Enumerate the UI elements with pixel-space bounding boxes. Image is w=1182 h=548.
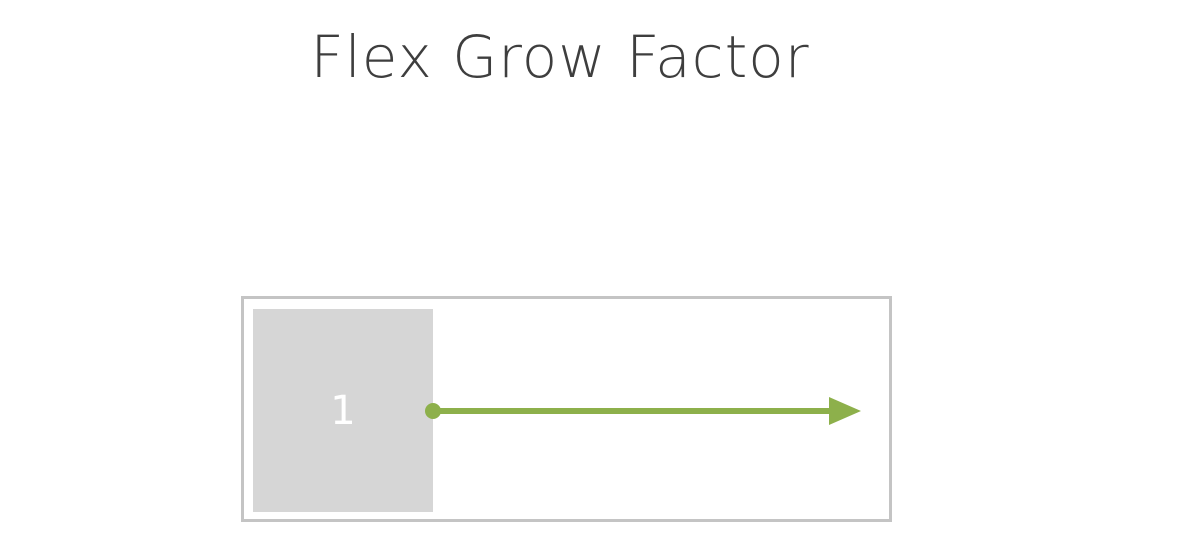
flex-item-label: 1 — [330, 387, 356, 434]
flex-item: 1 — [253, 309, 433, 512]
slide-title: Flex Grow Factor — [310, 23, 810, 91]
